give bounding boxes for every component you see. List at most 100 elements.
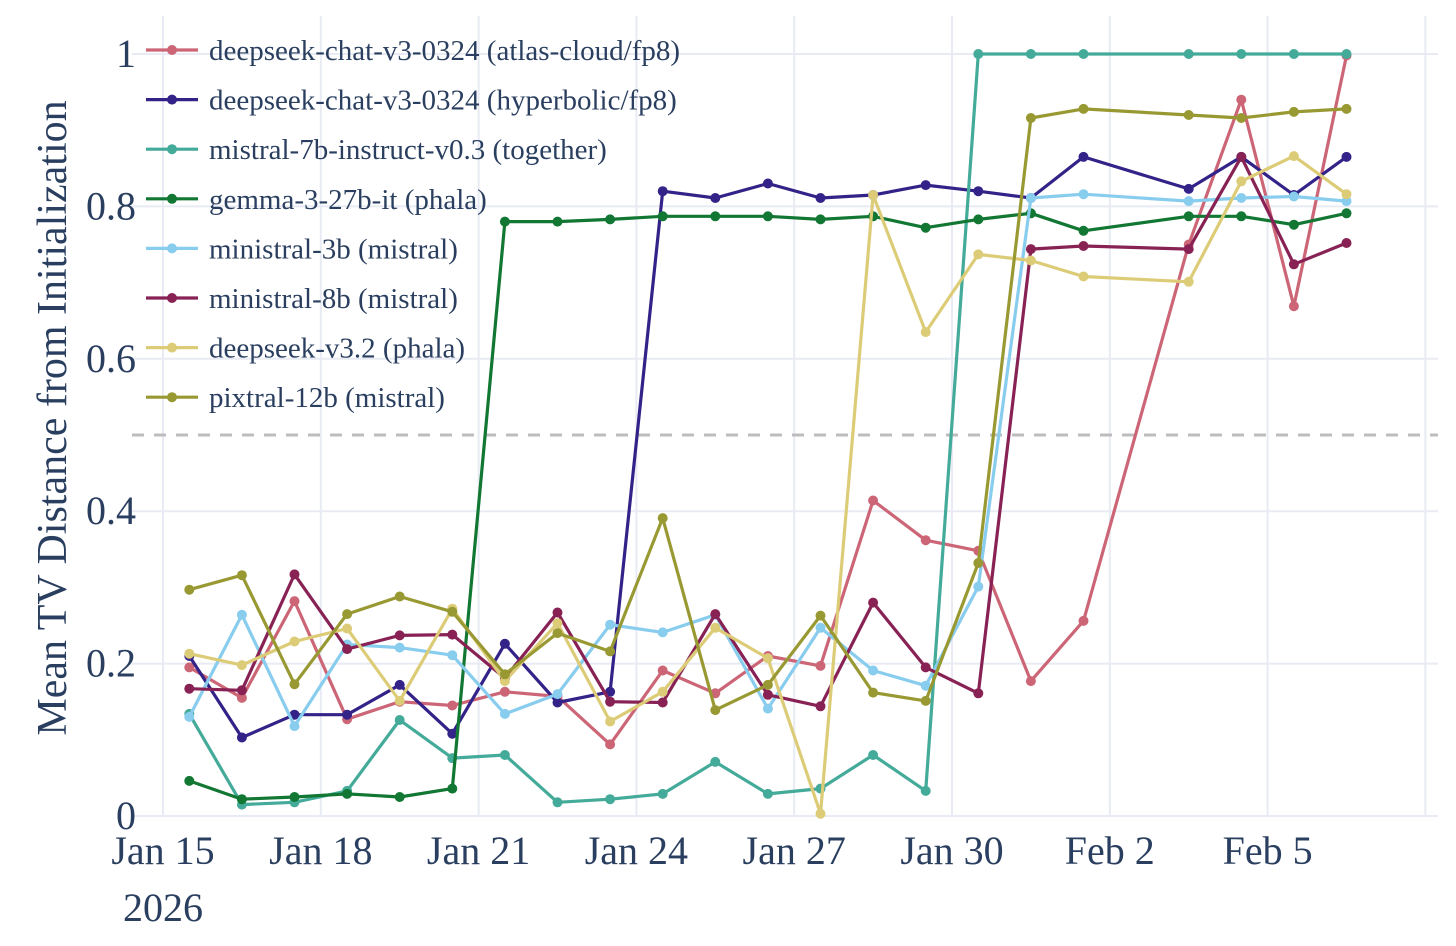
data-point <box>552 689 563 700</box>
legend-swatch-marker <box>167 243 177 254</box>
data-point <box>815 193 826 203</box>
data-point <box>394 679 405 690</box>
data-point <box>394 695 405 706</box>
data-point <box>868 750 879 760</box>
data-point <box>710 622 721 633</box>
legend-label: ministral-8b (mistral) <box>209 283 458 315</box>
legend-swatch-marker <box>167 193 177 204</box>
data-point <box>394 591 405 602</box>
data-point <box>499 638 510 649</box>
y-tick-label: 0.2 <box>86 641 136 686</box>
data-point <box>657 211 668 222</box>
data-point <box>1078 615 1089 626</box>
data-point <box>394 715 405 725</box>
data-point <box>1183 276 1194 287</box>
data-point <box>1025 49 1036 59</box>
data-point <box>1341 103 1352 114</box>
data-point <box>1025 676 1036 687</box>
x-tick-label: Jan 27 <box>743 828 846 873</box>
data-point <box>394 642 405 653</box>
data-point <box>552 797 563 808</box>
data-point <box>289 679 300 690</box>
data-point <box>1236 211 1247 222</box>
data-point <box>762 689 773 700</box>
data-point <box>342 644 353 655</box>
data-point <box>1288 191 1299 202</box>
data-point <box>657 697 668 708</box>
y-axis-title: Mean TV Distance from Initialization <box>30 100 76 735</box>
data-point <box>762 679 773 690</box>
data-point <box>1236 176 1247 187</box>
data-point <box>762 788 773 799</box>
series-lines <box>184 49 1352 819</box>
legend-label: deepseek-chat-v3-0324 (hyperbolic/fp8) <box>209 85 677 117</box>
series-line <box>187 155 1348 740</box>
data-point <box>973 688 984 699</box>
data-point <box>605 686 616 697</box>
data-point <box>1025 193 1036 203</box>
data-point <box>1236 113 1247 123</box>
data-point <box>605 794 616 805</box>
data-point <box>920 180 931 191</box>
data-point <box>815 214 826 225</box>
data-point <box>184 648 195 659</box>
series-line <box>188 211 1347 801</box>
data-point <box>184 662 195 673</box>
x-tick-label: Jan 24 <box>585 828 688 873</box>
data-point <box>1236 193 1247 203</box>
data-point <box>920 785 931 796</box>
x-tick-label: Jan 30 <box>900 828 1003 873</box>
data-point <box>868 190 879 200</box>
data-point <box>973 49 984 59</box>
data-point <box>762 703 773 714</box>
data-point <box>236 570 247 581</box>
data-point <box>1078 189 1089 200</box>
data-point <box>552 607 563 618</box>
data-point <box>815 660 826 671</box>
data-point <box>552 697 563 708</box>
data-point <box>710 705 721 716</box>
data-point <box>657 665 668 676</box>
legend-swatch-marker <box>167 293 177 303</box>
y-tick-label: 0.6 <box>86 336 136 381</box>
data-point <box>447 700 458 711</box>
legend-label: deepseek-chat-v3-0324 (atlas-cloud/fp8) <box>209 35 680 67</box>
legend-swatch-marker <box>167 342 177 353</box>
legend-label: gemma-3-27b-it (phala) <box>209 184 487 216</box>
data-point <box>710 193 721 203</box>
data-point <box>1341 208 1352 219</box>
legend-swatch-marker <box>167 392 177 403</box>
x-tick-label: Jan 18 <box>269 828 372 873</box>
y-tick-label: 1 <box>116 31 136 76</box>
data-point <box>1288 219 1299 230</box>
data-point <box>657 186 668 197</box>
data-point <box>920 327 931 338</box>
data-point <box>552 216 563 227</box>
data-point <box>1183 49 1194 59</box>
x-year-label: 2026 <box>123 885 203 930</box>
data-point <box>1341 238 1352 248</box>
data-point <box>1236 151 1247 162</box>
series-line <box>187 192 1347 728</box>
data-point <box>1078 225 1089 236</box>
data-point <box>710 756 721 767</box>
data-point <box>1288 151 1299 162</box>
data-point <box>1288 259 1299 270</box>
axes: 0 0.2 0.4 0.6 0.8 1 Jan 15 Jan 18 Jan 21 Jan 24 Ja… <box>30 31 1313 930</box>
data-point <box>342 623 353 634</box>
legend: deepseek-chat-v3-0324 (atlas-cloud/fp8) d… <box>146 35 680 414</box>
data-point <box>184 711 195 722</box>
legend-label: pixtral-12b (mistral) <box>209 382 445 414</box>
data-point <box>1183 183 1194 194</box>
data-point <box>184 775 195 786</box>
x-tick-label: Jan 21 <box>427 828 530 873</box>
data-point <box>1078 271 1089 282</box>
data-point <box>657 627 668 638</box>
series-line <box>188 107 1347 712</box>
data-point <box>815 610 826 621</box>
data-point <box>920 535 931 546</box>
data-point <box>605 619 616 630</box>
data-point <box>289 569 300 580</box>
